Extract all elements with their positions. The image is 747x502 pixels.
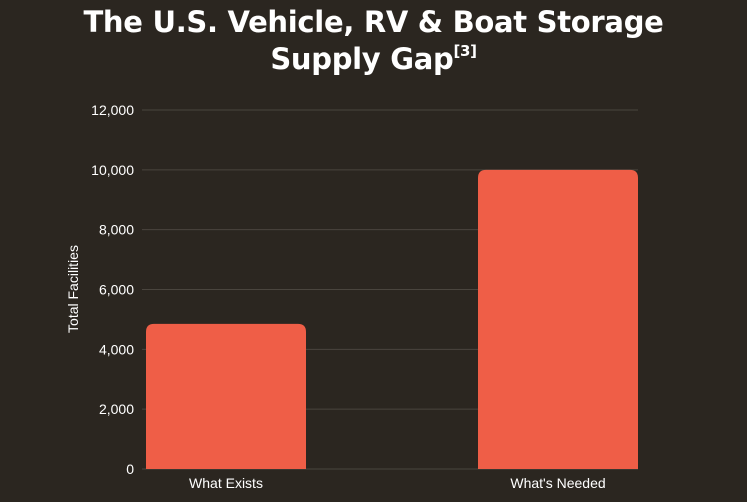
x-tick-label: What's Needed bbox=[510, 475, 605, 491]
y-tick-label: 0 bbox=[126, 461, 134, 477]
y-axis-ticks: 0 2,000 4,000 6,000 8,000 10,000 12,000 bbox=[91, 102, 134, 477]
y-tick-label: 2,000 bbox=[99, 401, 134, 417]
y-axis-title: Total Facilities bbox=[65, 245, 81, 333]
y-tick-label: 4,000 bbox=[99, 341, 134, 357]
chart-title: The U.S. Vehicle, RV & Boat Storage Supp… bbox=[0, 4, 747, 78]
y-tick-label: 8,000 bbox=[99, 222, 134, 238]
x-axis-ticks: What Exists What's Needed bbox=[189, 475, 606, 491]
chart-title-line-1: The U.S. Vehicle, RV & Boat Storage bbox=[83, 5, 664, 39]
y-tick-label: 10,000 bbox=[91, 162, 134, 178]
bars bbox=[146, 169, 638, 470]
y-tick-label: 12,000 bbox=[91, 102, 134, 118]
x-tick-label: What Exists bbox=[189, 475, 263, 491]
chart-title-line-2: Supply Gap[3] bbox=[0, 41, 747, 78]
title-footnote: [3] bbox=[453, 42, 477, 60]
bar bbox=[146, 323, 306, 469]
bar bbox=[478, 169, 638, 470]
chart-title-text: Supply Gap bbox=[270, 42, 454, 76]
y-tick-label: 6,000 bbox=[99, 282, 134, 298]
